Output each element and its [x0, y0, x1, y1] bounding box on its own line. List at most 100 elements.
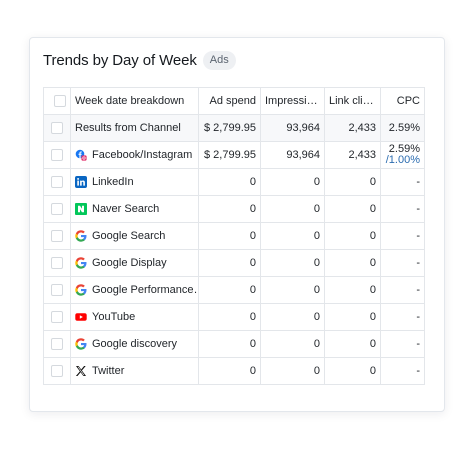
table-row[interactable]: Google Performance… 0 0 0-	[43, 276, 425, 304]
cpc-cell: 2.59%	[380, 114, 425, 142]
impressions-cell: 0	[260, 222, 325, 250]
link-clicks-cell: 0	[324, 249, 381, 277]
row-name: Twitter	[92, 365, 125, 377]
table-row[interactable]: YouTube 0 0 0-	[43, 303, 425, 331]
row-name: Google Display	[92, 257, 167, 269]
row-name: Naver Search	[92, 203, 160, 215]
impressions-cell: 0	[260, 276, 325, 304]
google-icon	[75, 284, 87, 296]
cpc-cell: -	[380, 168, 425, 196]
cpc-sub-value: /1.00%	[385, 154, 420, 166]
ad-spend-cell: 0	[198, 249, 261, 277]
link-clicks-cell: 2,433	[324, 141, 381, 169]
cpc-cell: -	[380, 357, 425, 385]
row-name: Facebook/Instagram	[92, 149, 193, 161]
table-row[interactable]: Google discovery 0 0 0-	[43, 330, 425, 358]
link-clicks-cell: 2,433	[324, 114, 381, 142]
impressions-cell: 0	[260, 249, 325, 277]
cpc-value: -	[416, 365, 420, 377]
ad-spend-cell: 0	[198, 276, 261, 304]
facebook-instagram-icon	[75, 149, 87, 161]
row-checkbox[interactable]	[43, 222, 71, 250]
x-twitter-icon	[75, 365, 87, 377]
row-checkbox[interactable]	[43, 195, 71, 223]
row-name: Google discovery	[92, 338, 177, 350]
cpc-cell: -	[380, 195, 425, 223]
row-name: Results from Channel	[75, 122, 181, 134]
row-name: YouTube	[92, 311, 136, 323]
row-name-cell: Google discovery	[70, 330, 199, 358]
cpc-value: -	[416, 311, 420, 323]
ad-spend-cell: 0	[198, 303, 261, 331]
cpc-value: -	[416, 338, 420, 350]
cpc-cell: 2.59%/1.00%	[380, 141, 425, 169]
ads-badge: Ads	[202, 50, 236, 70]
row-checkbox[interactable]	[43, 141, 71, 169]
ad-spend-cell: 0	[198, 357, 261, 385]
google-icon	[75, 338, 87, 350]
trends-card: Trends by Day of Week Ads Week date brea…	[29, 37, 445, 412]
ad-spend-cell: 0	[198, 195, 261, 223]
impressions-cell: 93,964	[260, 114, 325, 142]
ad-spend-cell: $ 2,799.95	[198, 114, 261, 142]
link-clicks-cell: 0	[324, 330, 381, 358]
cpc-value: -	[416, 203, 420, 215]
select-all-checkbox[interactable]	[43, 87, 71, 115]
table-row[interactable]: Results from Channel $ 2,799.95 93,964 2,43…	[43, 114, 425, 142]
cpc-value: 2.59%	[388, 122, 420, 134]
row-name: LinkedIn	[92, 176, 134, 188]
row-checkbox[interactable]	[43, 357, 71, 385]
youtube-icon	[75, 311, 87, 323]
table-row[interactable]: Facebook/Instagram $ 2,799.95 93,964 2,433 2…	[43, 141, 425, 169]
cpc-cell: -	[380, 222, 425, 250]
row-name: Google Performance…	[92, 284, 199, 296]
trends-table: Week date breakdown Ad spend Impressions…	[43, 87, 425, 385]
header-link-clicks[interactable]: Link clicks	[324, 87, 381, 115]
header-ad-spend[interactable]: Ad spend	[198, 87, 261, 115]
table-row[interactable]: Twitter 0 0 0-	[43, 357, 425, 385]
cpc-cell: -	[380, 276, 425, 304]
row-name-cell: Facebook/Instagram	[70, 141, 199, 169]
ad-spend-cell: $ 2,799.95	[198, 141, 261, 169]
card-header: Trends by Day of Week Ads	[43, 50, 236, 70]
impressions-cell: 0	[260, 195, 325, 223]
row-name-cell: Google Performance…	[70, 276, 199, 304]
row-checkbox[interactable]	[43, 249, 71, 277]
row-name-cell: Google Display	[70, 249, 199, 277]
google-icon	[75, 257, 87, 269]
row-checkbox[interactable]	[43, 168, 71, 196]
row-name-cell: Results from Channel	[70, 114, 199, 142]
cpc-value: -	[416, 257, 420, 269]
row-name: Google Search	[92, 230, 166, 242]
naver-icon	[75, 203, 87, 215]
link-clicks-cell: 0	[324, 276, 381, 304]
cpc-value: -	[416, 284, 420, 296]
header-cpc[interactable]: CPC	[380, 87, 425, 115]
row-checkbox[interactable]	[43, 276, 71, 304]
link-clicks-cell: 0	[324, 195, 381, 223]
cpc-cell: -	[380, 249, 425, 277]
card-title: Trends by Day of Week	[43, 51, 197, 69]
table-row[interactable]: Google Display 0 0 0-	[43, 249, 425, 277]
row-name-cell: Naver Search	[70, 195, 199, 223]
row-name-cell: YouTube	[70, 303, 199, 331]
linkedin-icon	[75, 176, 87, 188]
impressions-cell: 93,964	[260, 141, 325, 169]
link-clicks-cell: 0	[324, 168, 381, 196]
row-checkbox[interactable]	[43, 330, 71, 358]
cpc-value: 2.59%	[388, 143, 420, 155]
row-name-cell: Twitter	[70, 357, 199, 385]
table-row[interactable]: LinkedIn 0 0 0-	[43, 168, 425, 196]
header-week-date-breakdown[interactable]: Week date breakdown	[70, 87, 199, 115]
table-row[interactable]: Naver Search 0 0 0-	[43, 195, 425, 223]
row-checkbox[interactable]	[43, 303, 71, 331]
table-row[interactable]: Google Search 0 0 0-	[43, 222, 425, 250]
row-name-cell: LinkedIn	[70, 168, 199, 196]
cpc-cell: -	[380, 330, 425, 358]
header-impressions[interactable]: Impressions	[260, 87, 325, 115]
cpc-value: -	[416, 230, 420, 242]
cpc-value: -	[416, 176, 420, 188]
row-name-cell: Google Search	[70, 222, 199, 250]
row-checkbox[interactable]	[43, 114, 71, 142]
impressions-cell: 0	[260, 303, 325, 331]
